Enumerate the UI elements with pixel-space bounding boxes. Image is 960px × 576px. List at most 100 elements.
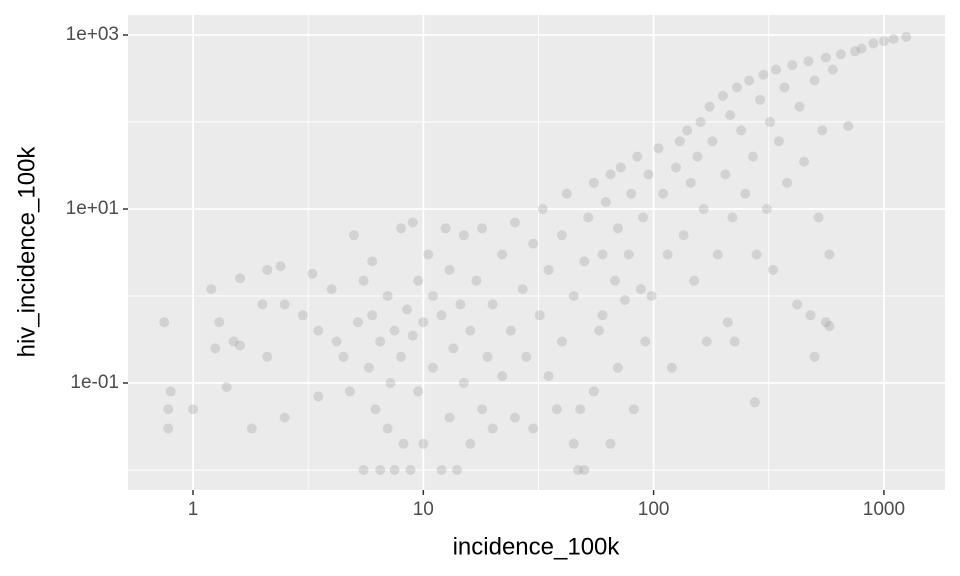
point [448, 343, 459, 354]
point [402, 304, 413, 315]
point [619, 294, 630, 305]
point [537, 204, 548, 215]
point [612, 362, 623, 373]
point [407, 217, 418, 228]
point [773, 136, 784, 147]
point [729, 336, 740, 347]
point [505, 325, 516, 336]
point [451, 465, 462, 476]
point [257, 299, 268, 310]
point [805, 310, 816, 321]
point [528, 238, 539, 249]
point [653, 143, 664, 154]
point [583, 212, 594, 223]
point [670, 162, 681, 173]
point [487, 423, 498, 434]
point [458, 378, 469, 389]
point [731, 82, 742, 93]
point [375, 465, 386, 476]
point [755, 94, 766, 105]
x-tick-label: 1 [188, 499, 199, 520]
point [279, 412, 290, 423]
point [246, 423, 257, 434]
point [610, 275, 621, 286]
point [440, 223, 451, 234]
point [575, 404, 586, 415]
point [477, 223, 488, 234]
point [517, 284, 528, 295]
point [646, 291, 657, 302]
point [418, 438, 429, 449]
y-tick-label: 1e-01 [70, 372, 119, 393]
point [482, 351, 493, 362]
point [605, 438, 616, 449]
point [758, 69, 769, 80]
point [228, 336, 239, 347]
point [689, 275, 700, 286]
point [413, 386, 424, 397]
point [878, 36, 889, 47]
panel [128, 15, 945, 490]
point [803, 56, 814, 67]
x-axis-title: incidence_100k [453, 533, 621, 560]
point [579, 256, 590, 267]
point [597, 310, 608, 321]
point [221, 381, 232, 392]
point [678, 230, 689, 241]
point [313, 391, 324, 402]
point [413, 275, 424, 286]
point [792, 299, 803, 310]
point [573, 465, 584, 476]
point [528, 423, 539, 434]
point [707, 136, 718, 147]
point [662, 249, 673, 260]
point [534, 310, 545, 321]
axes: 1 10 100 1000 1e-01 1e+01 1e+03 [66, 24, 905, 520]
point [326, 284, 337, 295]
points [159, 31, 912, 476]
point [206, 284, 217, 295]
point [704, 101, 715, 112]
point [722, 317, 733, 328]
point [782, 177, 793, 188]
point [385, 378, 396, 389]
point [820, 317, 831, 328]
point [727, 212, 738, 223]
point [307, 268, 318, 279]
point [543, 371, 554, 382]
point [465, 325, 476, 336]
point [427, 362, 438, 373]
point [588, 386, 599, 397]
point [279, 299, 290, 310]
point [509, 412, 520, 423]
x-tick-label: 10 [413, 499, 434, 520]
point [407, 330, 418, 341]
point [813, 212, 824, 223]
point [635, 284, 646, 295]
point [395, 223, 406, 234]
point [375, 336, 386, 347]
point [666, 362, 677, 373]
point [188, 404, 199, 415]
point [382, 291, 393, 302]
point [561, 188, 572, 199]
point [159, 317, 170, 328]
point [382, 423, 393, 434]
point [643, 169, 654, 180]
point [594, 325, 605, 336]
point [436, 310, 447, 321]
point [235, 340, 246, 351]
point [427, 291, 438, 302]
point [358, 465, 369, 476]
point [556, 230, 567, 241]
point [751, 249, 762, 260]
point [509, 217, 520, 228]
x-tick-label: 1000 [863, 499, 905, 520]
point [331, 336, 342, 347]
point [588, 177, 599, 188]
point [843, 120, 854, 131]
point [626, 188, 637, 199]
point [623, 249, 634, 260]
point [455, 299, 466, 310]
